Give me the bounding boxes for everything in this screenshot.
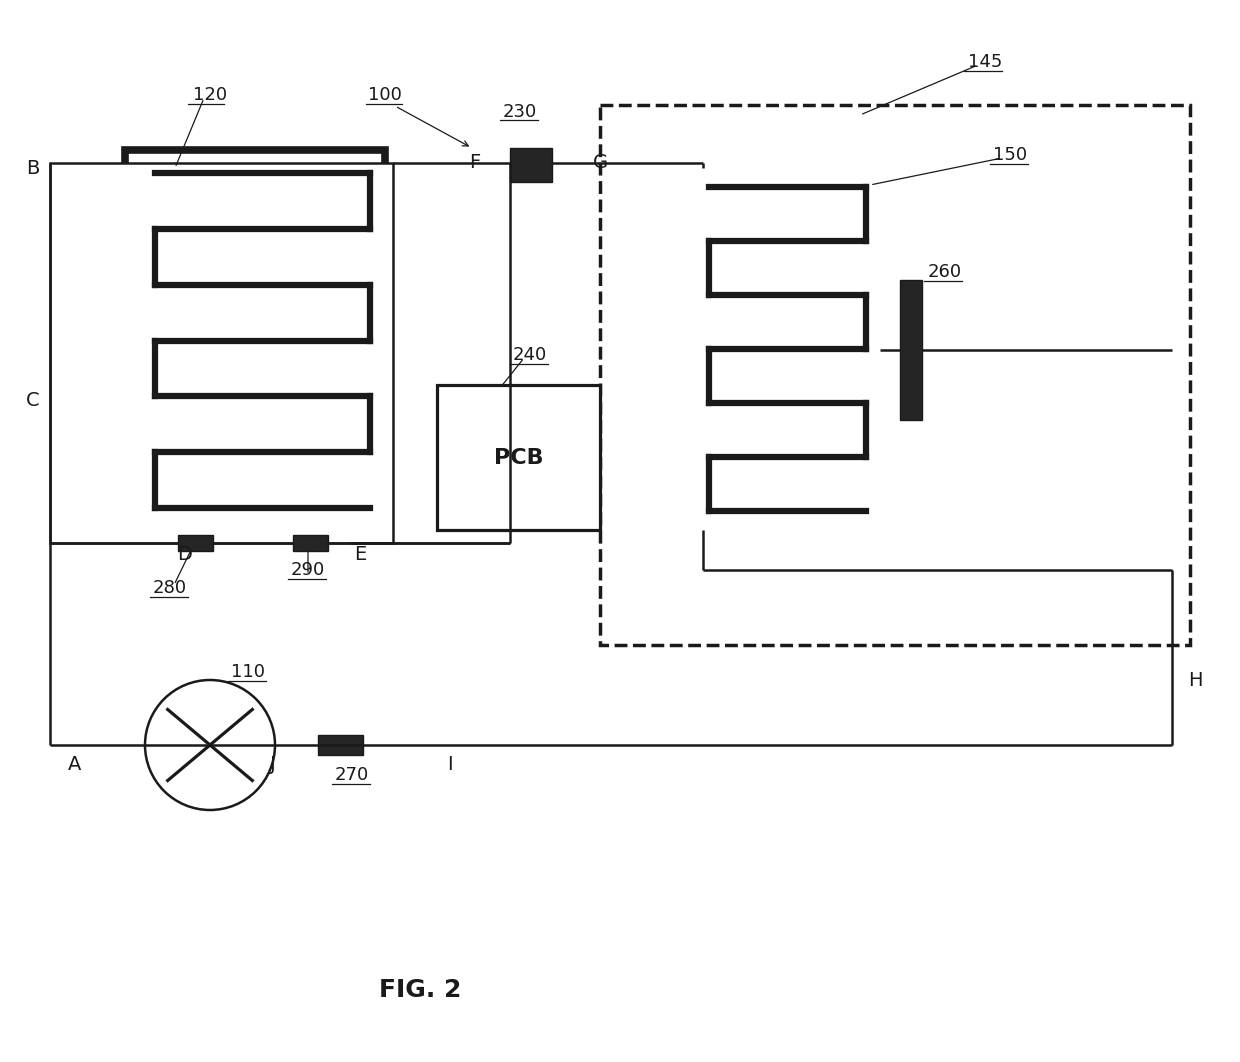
Text: A: A bbox=[68, 755, 82, 774]
Text: FIG. 2: FIG. 2 bbox=[378, 978, 461, 1003]
Text: 290: 290 bbox=[291, 561, 325, 579]
Text: J: J bbox=[270, 755, 275, 774]
Text: G: G bbox=[593, 153, 608, 171]
Text: 100: 100 bbox=[368, 86, 402, 104]
Text: 230: 230 bbox=[503, 103, 537, 121]
Bar bbox=[293, 535, 329, 551]
Text: 270: 270 bbox=[335, 766, 370, 784]
Text: D: D bbox=[177, 546, 192, 565]
Bar bbox=[600, 105, 1190, 645]
Text: 120: 120 bbox=[193, 86, 227, 104]
Bar bbox=[317, 735, 363, 755]
Bar bbox=[900, 280, 923, 419]
Text: B: B bbox=[26, 158, 40, 177]
Bar bbox=[179, 535, 213, 551]
Text: 260: 260 bbox=[928, 263, 962, 281]
Bar bbox=[684, 168, 880, 530]
Bar bbox=[510, 148, 552, 182]
Text: C: C bbox=[26, 391, 40, 410]
Bar bbox=[436, 386, 600, 530]
Bar bbox=[125, 150, 384, 528]
Text: F: F bbox=[470, 153, 481, 171]
Text: 110: 110 bbox=[231, 663, 265, 681]
Text: I: I bbox=[448, 755, 453, 774]
Text: E: E bbox=[353, 546, 366, 565]
Text: 145: 145 bbox=[967, 53, 1002, 71]
Text: PCB: PCB bbox=[494, 447, 543, 467]
Text: H: H bbox=[1188, 670, 1203, 689]
Text: 150: 150 bbox=[993, 145, 1027, 164]
Text: 240: 240 bbox=[513, 346, 547, 364]
Text: 280: 280 bbox=[153, 579, 187, 597]
Bar bbox=[50, 162, 393, 543]
